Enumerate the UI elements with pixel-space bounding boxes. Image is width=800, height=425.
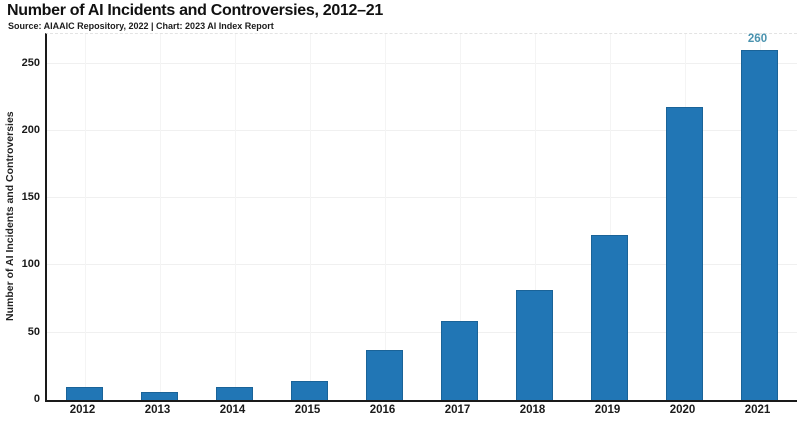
gridline-v-2018 [534, 34, 536, 400]
gridline-v-2014 [234, 34, 236, 400]
gridline-h-50 [47, 331, 797, 333]
x-tick-label-2012: 2012 [69, 404, 96, 416]
bar-2017 [441, 320, 478, 400]
bar-2018 [516, 289, 553, 400]
plot-area [45, 33, 797, 402]
x-tick-label-2018: 2018 [519, 404, 546, 416]
gridline-v-2012 [84, 34, 86, 400]
gridline-v-2017 [459, 34, 461, 400]
chart-source: Source: AIAAIC Repository, 2022 | Chart:… [8, 21, 274, 31]
bar-value-label: 260 [747, 33, 768, 46]
y-tick-label-150: 150 [21, 191, 40, 204]
gridline-v-2016 [384, 34, 386, 400]
bar-2014 [216, 386, 253, 400]
chart-title: Number of AI Incidents and Controversies… [7, 2, 383, 19]
bar-2013 [141, 391, 178, 400]
x-tick-label-2021: 2021 [744, 404, 771, 416]
bar-2016 [366, 350, 403, 400]
gridline-v-2015 [309, 34, 311, 400]
y-tick-label-200: 200 [21, 123, 40, 136]
x-tick-label-2014: 2014 [219, 404, 246, 416]
gridline-h-150 [47, 197, 797, 199]
bar-2020 [666, 106, 703, 400]
y-tick-label-100: 100 [21, 258, 40, 271]
bar-2012 [66, 386, 103, 400]
gridline-h-100 [47, 264, 797, 266]
x-tick-label-2016: 2016 [369, 404, 396, 416]
x-tick-label-2015: 2015 [294, 404, 321, 416]
gridline-h-200 [47, 129, 797, 131]
x-tick-label-2019: 2019 [594, 404, 621, 416]
x-tick-label-2013: 2013 [144, 404, 171, 416]
gridline-v-2013 [159, 34, 161, 400]
bar-2015 [291, 381, 328, 400]
y-tick-label-250: 250 [21, 56, 40, 69]
bar-2021 [741, 50, 778, 400]
bar-2019 [591, 234, 628, 400]
y-tick-label-0: 0 [33, 393, 40, 405]
gridline-h-250 [47, 62, 797, 64]
gridline-v-2019 [609, 34, 611, 400]
x-tick-label-2017: 2017 [444, 404, 471, 416]
y-tick-label-50: 50 [27, 325, 40, 338]
y-axis-title: Number of AI Incidents and Controversies [4, 111, 16, 321]
x-tick-label-2020: 2020 [669, 404, 696, 416]
